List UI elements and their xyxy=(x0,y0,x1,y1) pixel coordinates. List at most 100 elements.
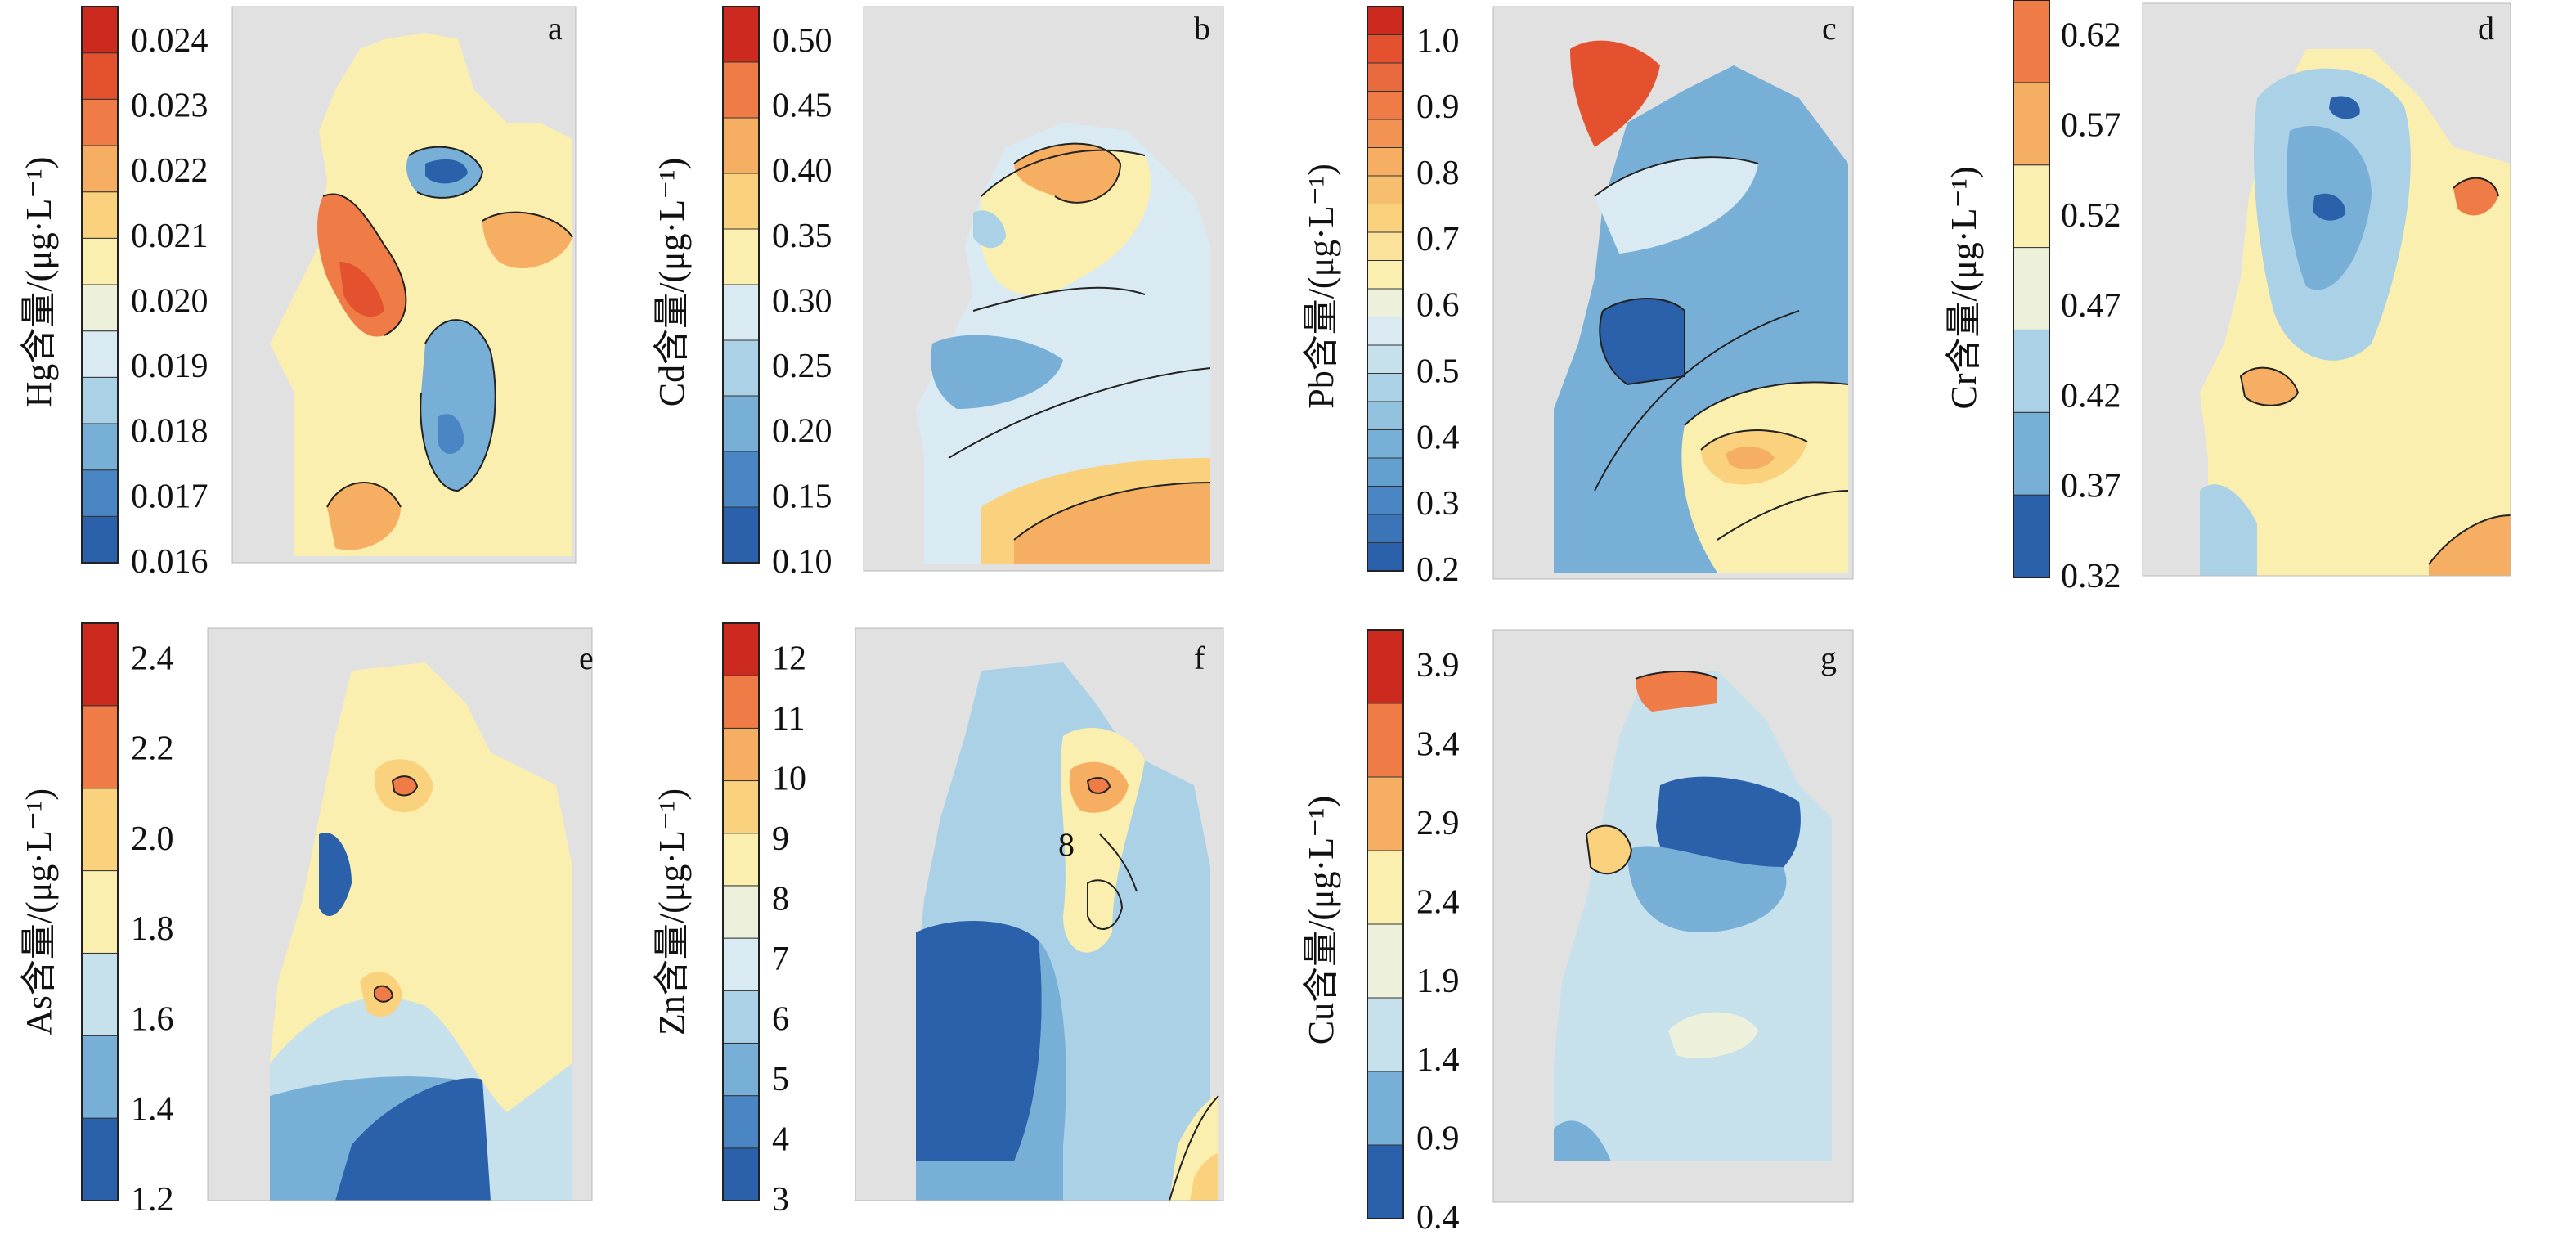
colorbar-tick-label: 0.2 xyxy=(1416,551,1460,589)
map-cu xyxy=(1492,629,1854,1203)
colorbar-label-cd: Cd含量/(μg·L⁻¹) xyxy=(652,158,692,406)
colorbar-tick-label: 0.10 xyxy=(772,543,832,581)
map-cr xyxy=(2142,2,2511,577)
colorbar-tick-label: 0.52 xyxy=(2061,197,2121,235)
colorbar-tick-label: 2.9 xyxy=(1416,805,1460,842)
colorbar-tick-label: 7 xyxy=(772,941,789,978)
colorbar-tick-label: 0.5 xyxy=(1416,353,1460,391)
colorbar-tick-label: 0.62 xyxy=(2061,16,2121,54)
map-frame xyxy=(2142,2,2511,577)
colorbar-band xyxy=(722,284,760,341)
colorbar-tick-label: 0.25 xyxy=(772,348,832,385)
colorbar-band xyxy=(81,1117,119,1201)
map-pb xyxy=(1492,6,1854,580)
colorbar-frame xyxy=(81,622,119,1201)
colorbar-band xyxy=(81,1035,119,1119)
colorbar-band xyxy=(2013,0,2050,83)
colorbar-band xyxy=(1367,288,1404,317)
colorbar-tick-label: 0.016 xyxy=(131,543,209,581)
colorbar-tick-label: 0.8 xyxy=(1416,155,1460,192)
map-frame xyxy=(207,627,593,1201)
colorbar-tick-label: 0.018 xyxy=(131,413,209,451)
colorbar-band xyxy=(722,675,760,729)
colorbar-tick-label: 0.50 xyxy=(772,22,832,60)
panel-letter-f: f xyxy=(1194,640,1205,676)
colorbar-band xyxy=(722,228,760,285)
tick-labels-hg: 0.024 0.023 0.022 0.021 0.020 0.019 0.018 0.017… xyxy=(131,22,209,581)
colorbar-tick-label: 3.9 xyxy=(1416,647,1460,685)
colorbar-tick-label: 0.017 xyxy=(131,478,209,515)
colorbar-tick-label: 0.3 xyxy=(1416,485,1460,523)
colorbar-band xyxy=(1367,850,1404,925)
colorbar-tick-label: 0.32 xyxy=(2061,558,2121,595)
colorbar-tick-label: 1.4 xyxy=(1416,1041,1460,1079)
colorbar-tick-label: 0.9 xyxy=(1416,1120,1460,1158)
colorbar-band xyxy=(1367,542,1404,572)
colorbar-tick-label: 0.30 xyxy=(772,282,832,320)
colorbar-band xyxy=(722,885,760,939)
map-as xyxy=(207,627,593,1201)
colorbar-band xyxy=(1367,91,1404,120)
colorbar-frame xyxy=(722,622,760,1201)
contour-fill-orange-west xyxy=(317,194,406,337)
tick-labels-zn: 12 11 10 9 8 7 6 5 4 3 xyxy=(772,640,806,1219)
colorbar-band xyxy=(1367,204,1404,233)
contour-fill-red-north xyxy=(1570,40,1660,147)
map-zn: 8 xyxy=(855,627,1224,1201)
colorbar-tick-label: 0.35 xyxy=(772,218,832,255)
tick-labels-cr: 0.62 0.57 0.52 0.47 0.42 0.37 0.32 xyxy=(2061,16,2121,595)
colorbar-tick-label: 11 xyxy=(772,700,805,738)
colorbar-band xyxy=(722,117,760,174)
colorbar-band xyxy=(1367,629,1404,704)
contour-lines xyxy=(2239,177,2511,565)
contour-fill-orange-southeast xyxy=(1190,1153,1218,1201)
colorbar-zn xyxy=(722,622,760,1201)
contour-fill-orange-east xyxy=(482,212,572,269)
colorbar-band xyxy=(1367,401,1404,430)
colorbar-tick-label: 0.021 xyxy=(131,218,209,255)
contour-fill-blue-south xyxy=(420,320,496,491)
colorbar-frame xyxy=(81,6,119,564)
colorbar-hg xyxy=(81,6,119,564)
colorbar-band xyxy=(1367,429,1404,459)
colorbar-tick-label: 0.022 xyxy=(131,152,209,190)
colorbar-band xyxy=(722,173,760,230)
colorbar-band xyxy=(2013,329,2050,413)
colorbar-label-as: As含量/(μg·L⁻¹) xyxy=(19,788,59,1035)
colorbar-band xyxy=(722,506,760,564)
colorbar-frame xyxy=(722,6,760,564)
contour-fill-deepblue-west xyxy=(1600,299,1685,384)
colorbar-band xyxy=(81,284,119,332)
colorbar-tick-label: 3.4 xyxy=(1416,726,1460,764)
colorbar-band xyxy=(81,98,119,146)
contour-fill-deepblue-2 xyxy=(2329,96,2360,119)
colorbar-band xyxy=(2013,247,2050,330)
contour-fill-orange-north xyxy=(1014,143,1120,203)
colorbar-tick-label: 5 xyxy=(772,1061,789,1098)
colorbar-tick-label: 1.0 xyxy=(1416,22,1460,60)
colorbar-band xyxy=(81,191,119,239)
colorbar-cd xyxy=(722,6,760,564)
panel-letter-a: a xyxy=(548,10,563,47)
colorbar-label-zn: Zn含量/(μg·L⁻¹) xyxy=(652,788,692,1035)
colorbar-tick-label: 0.40 xyxy=(772,152,832,190)
colorbar-band xyxy=(1367,514,1404,543)
colorbar-band xyxy=(722,622,760,676)
colorbar-band xyxy=(1367,923,1404,999)
colorbar-band xyxy=(1367,34,1404,64)
panel-cu: Cu含量/(μg·L⁻¹) 3.9 3.4 2.9 2.4 1.9 1.4 0.9 0.4 g xyxy=(1301,629,1854,1235)
map-hg xyxy=(231,6,577,564)
contour-lines xyxy=(1594,156,1849,541)
contour-lines xyxy=(322,146,573,508)
colorbar-tick-label: 0.024 xyxy=(131,22,209,60)
colorbar-band xyxy=(81,788,119,872)
colorbar-tick-label: 0.45 xyxy=(772,87,832,124)
contour-fill-orange-east xyxy=(2453,177,2498,216)
contour-lines xyxy=(1585,671,1718,875)
colorbar-band xyxy=(722,990,760,1044)
colorbar-band xyxy=(2013,82,2050,166)
colorbar-tick-label: 2.0 xyxy=(131,820,174,858)
colorbar-band xyxy=(1367,147,1404,177)
map-frame xyxy=(863,6,1224,572)
